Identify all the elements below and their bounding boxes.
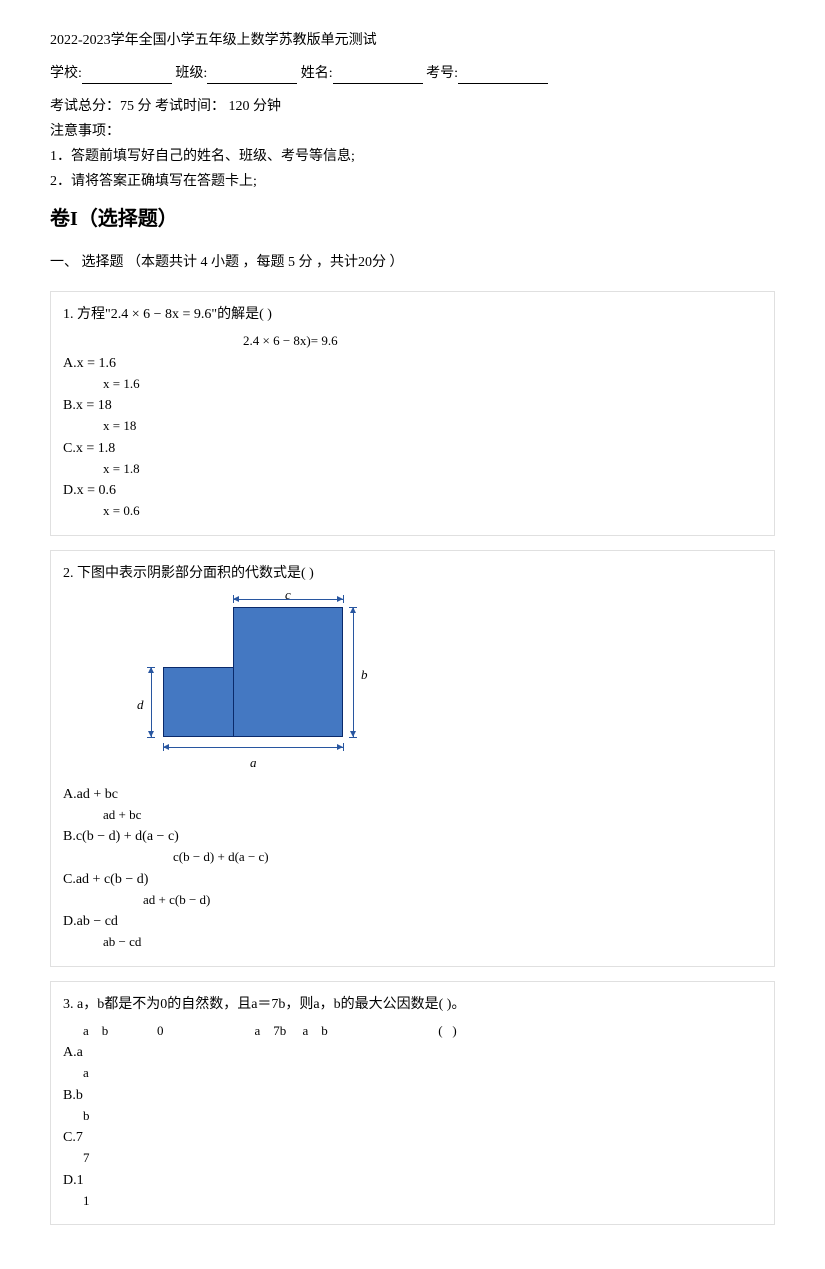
q2-optC-main: C.ad + c(b − d) (63, 869, 762, 890)
q1-optC-sub: x = 1.8 (103, 459, 762, 479)
q2-optB-sub: c(b − d) + d(a − c) (173, 847, 762, 867)
q2-text: 2. 下图中表示阴影部分面积的代数式是( ) (63, 563, 762, 584)
q3-option-d[interactable]: D.1 1 (63, 1170, 762, 1211)
exam-title: 2022-2023学年全国小学五年级上数学苏教版单元测试 (50, 30, 775, 51)
q2-option-a[interactable]: A.ad + bc ad + bc (63, 784, 762, 825)
q1-option-c[interactable]: C.x = 1.8 x = 1.8 (63, 438, 762, 479)
q2-optD-main: D.ab − cd (63, 911, 762, 932)
q3-optC-sub: 7 (83, 1148, 762, 1168)
q2-optD-sub: ab − cd (103, 932, 762, 952)
name-blank[interactable] (333, 68, 423, 84)
q3-text: 3. a，b都是不为0的自然数，且a＝7b，则a，b的最大公因数是( )。 (63, 994, 762, 1015)
q2-optB-main: B.c(b − d) + d(a − c) (63, 826, 762, 847)
q1-annotation: 2.4 × 6 − 8x)= 9.6 (243, 331, 762, 351)
exam-id-blank[interactable] (458, 68, 548, 84)
school-label: 学校: (50, 66, 82, 81)
q2-diagram: cabd (123, 592, 383, 772)
q1-optB-main: B.x = 18 (63, 395, 762, 416)
class-label: 班级: (175, 66, 207, 81)
q1-optB-sub: x = 18 (103, 416, 762, 436)
q3-optD-main: D.1 (63, 1170, 762, 1191)
student-info-row: 学校: 班级: 姓名: 考号: (50, 63, 775, 84)
q1-option-a[interactable]: A.x = 1.6 x = 1.6 (63, 353, 762, 394)
question-3: 3. a，b都是不为0的自然数，且a＝7b，则a，b的最大公因数是( )。 a … (50, 981, 775, 1226)
q3-optD-sub: 1 (83, 1191, 762, 1211)
question-2: 2. 下图中表示阴影部分面积的代数式是( ) cabd A.ad + bc ad… (50, 550, 775, 967)
school-blank[interactable] (82, 68, 172, 84)
notice-header: 注意事项： (50, 121, 775, 142)
q1-optA-sub: x = 1.6 (103, 374, 762, 394)
name-label: 姓名: (301, 66, 333, 81)
q3-annotation: a b 0 a 7b a b ( ) (83, 1021, 762, 1041)
q1-option-d[interactable]: D.x = 0.6 x = 0.6 (63, 480, 762, 521)
q2-option-d[interactable]: D.ab − cd ab − cd (63, 911, 762, 952)
q1-optA-main: A.x = 1.6 (63, 353, 762, 374)
class-blank[interactable] (207, 68, 297, 84)
notice-2: 2．请将答案正确填写在答题卡上; (50, 171, 775, 192)
q2-option-b[interactable]: B.c(b − d) + d(a − c) c(b − d) + d(a − c… (63, 826, 762, 867)
q3-option-b[interactable]: B.b b (63, 1085, 762, 1126)
q3-optC-main: C.7 (63, 1127, 762, 1148)
exam-meta: 考试总分：75 分 考试时间： 120 分钟 (50, 96, 775, 117)
q1-text: 1. 方程"2.4 × 6 − 8x = 9.6"的解是( ) (63, 304, 762, 325)
q3-optA-main: A.a (63, 1042, 762, 1063)
q3-optB-main: B.b (63, 1085, 762, 1106)
q2-optC-sub: ad + c(b − d) (143, 890, 762, 910)
q3-optA-sub: a (83, 1063, 762, 1083)
q2-option-c[interactable]: C.ad + c(b − d) ad + c(b − d) (63, 869, 762, 910)
q3-option-a[interactable]: A.a a (63, 1042, 762, 1083)
q2-optA-sub: ad + bc (103, 805, 762, 825)
q1-optD-sub: x = 0.6 (103, 501, 762, 521)
q2-optA-main: A.ad + bc (63, 784, 762, 805)
q1-option-b[interactable]: B.x = 18 x = 18 (63, 395, 762, 436)
subsection-title: 一、 选择题 （本题共计 4 小题 ，每题 5 分 ，共计20分 ） (50, 252, 775, 273)
q3-optB-sub: b (83, 1106, 762, 1126)
notice-1: 1．答题前填写好自己的姓名、班级、考号等信息; (50, 146, 775, 167)
q1-optD-main: D.x = 0.6 (63, 480, 762, 501)
question-1: 1. 方程"2.4 × 6 − 8x = 9.6"的解是( ) 2.4 × 6 … (50, 291, 775, 536)
q3-option-c[interactable]: C.7 7 (63, 1127, 762, 1168)
q1-optC-main: C.x = 1.8 (63, 438, 762, 459)
exam-id-label: 考号: (426, 66, 458, 81)
section-1-title: 卷I（选择题） (50, 204, 775, 234)
